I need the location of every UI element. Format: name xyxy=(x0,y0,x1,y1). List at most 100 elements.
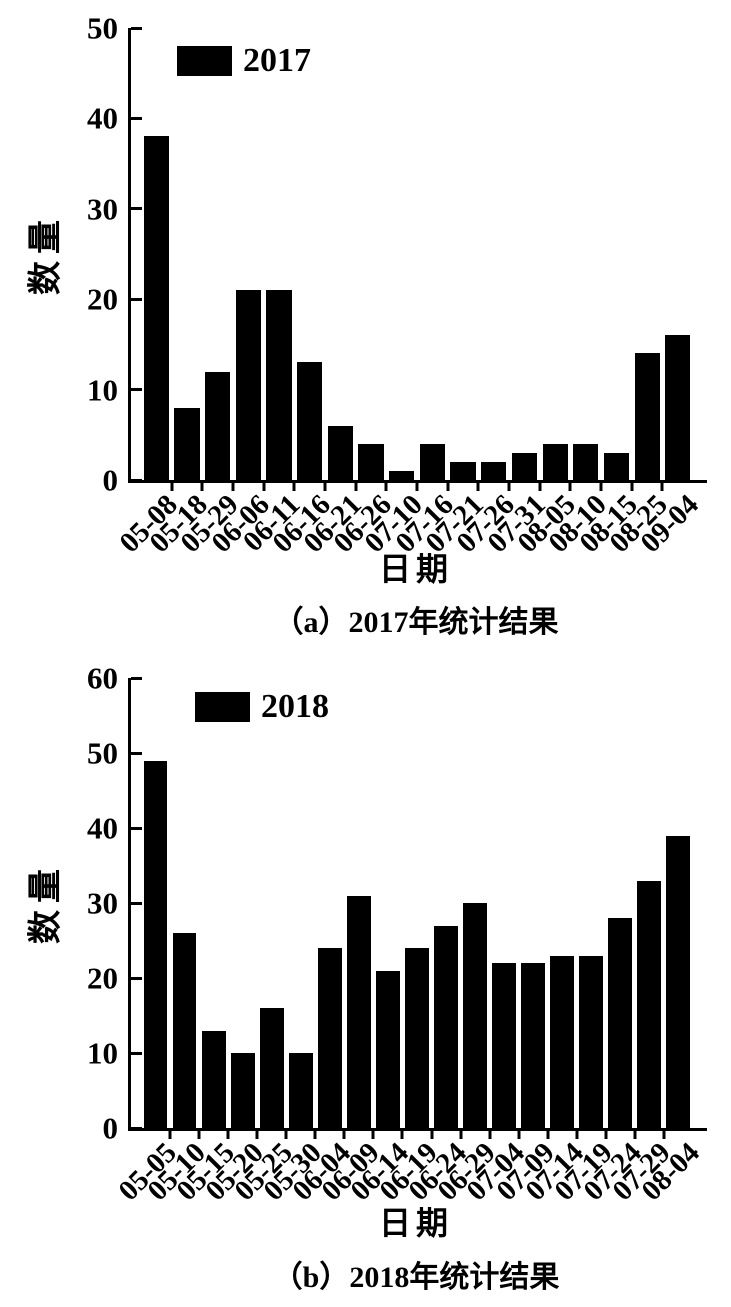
x-axis-tick xyxy=(476,480,480,491)
bar xyxy=(463,903,487,1128)
legend-label: 2018 xyxy=(261,688,329,725)
x-axis-tick xyxy=(231,480,235,491)
x-axis-tick xyxy=(284,1128,288,1139)
y-tick-label: 10 xyxy=(87,372,118,408)
x-axis-tick xyxy=(400,1128,404,1139)
x-axis-tick xyxy=(354,480,358,491)
panel-caption: （b）2018年统计结果 xyxy=(272,1261,560,1294)
y-tick-label: 40 xyxy=(87,100,118,136)
bar xyxy=(419,443,445,480)
bar xyxy=(634,353,660,480)
bar-slot xyxy=(141,678,170,1128)
y-axis-tick xyxy=(131,826,142,830)
bar-slot xyxy=(172,28,203,480)
bar xyxy=(608,918,633,1128)
y-axis-tick xyxy=(131,1051,142,1055)
bar-slot xyxy=(264,28,295,480)
bar xyxy=(603,452,629,480)
bar-slot xyxy=(570,28,601,480)
x-axis-tick xyxy=(630,480,634,491)
bar-slot xyxy=(601,28,632,480)
bar xyxy=(346,895,371,1128)
bar-slot xyxy=(606,678,635,1128)
bar xyxy=(405,948,429,1128)
bar-slot xyxy=(664,678,693,1128)
bar xyxy=(573,443,599,480)
bar xyxy=(511,452,537,480)
bar-slot xyxy=(325,28,356,480)
bar xyxy=(375,970,400,1128)
x-axis-tick xyxy=(197,1128,201,1139)
y-axis-tick xyxy=(131,976,142,980)
x-axis-tick xyxy=(262,480,266,491)
bar-slot xyxy=(431,678,460,1128)
legend-swatch xyxy=(195,692,250,722)
y-tick-label: 30 xyxy=(87,885,118,921)
bar-slot xyxy=(294,28,325,480)
bar-slot xyxy=(490,678,519,1128)
bar xyxy=(259,1008,284,1128)
bar-slot xyxy=(199,678,228,1128)
bar xyxy=(205,371,231,480)
y-tick-label: 50 xyxy=(87,735,118,771)
x-axis-tick xyxy=(604,1128,608,1139)
y-axis-title: 数量 xyxy=(27,213,65,295)
x-axis-tick xyxy=(170,480,174,491)
bar xyxy=(481,461,507,480)
x-axis-tick xyxy=(168,1128,172,1139)
y-axis-tick xyxy=(131,901,142,905)
y-tick-label: 20 xyxy=(87,281,118,317)
x-axis-tick xyxy=(459,1128,463,1139)
x-axis-tick xyxy=(633,1128,637,1139)
legend: 2017 xyxy=(177,44,311,78)
y-axis-tick xyxy=(131,388,142,392)
legend-swatch xyxy=(177,46,232,76)
bars-container xyxy=(131,28,707,480)
bar xyxy=(579,955,604,1128)
bar-slot xyxy=(577,678,606,1128)
bar xyxy=(174,407,200,480)
y-axis-tick xyxy=(131,26,142,30)
x-axis-tick xyxy=(430,1128,434,1139)
x-axis-tick xyxy=(313,1128,317,1139)
x-axis-title: 日期 xyxy=(378,551,453,587)
x-axis-tick xyxy=(415,480,419,491)
y-tick-label: 20 xyxy=(87,960,118,996)
bar xyxy=(266,290,292,480)
y-tick-label: 0 xyxy=(102,462,119,498)
x-axis-tick xyxy=(546,1128,550,1139)
y-axis-tick xyxy=(131,207,142,211)
bar xyxy=(143,760,168,1128)
bar xyxy=(492,963,516,1128)
bar-slot xyxy=(228,678,257,1128)
x-axis-tick xyxy=(200,480,204,491)
x-axis-tick xyxy=(446,480,450,491)
x-axis-tick xyxy=(226,1128,230,1139)
bar-slot xyxy=(202,28,233,480)
y-tick-label: 30 xyxy=(87,191,118,227)
y-axis-title: 数量 xyxy=(27,862,65,944)
plot-area: 2017 0 10 20 30 40 50 05-08 05-18 05-29 06-06 06-1… xyxy=(87,13,707,559)
bar xyxy=(172,933,197,1128)
bar xyxy=(201,1030,226,1128)
y-axis-tick xyxy=(131,116,142,120)
x-axis-tick xyxy=(660,480,664,491)
x-axis-tick xyxy=(517,1128,521,1139)
bar xyxy=(450,461,476,480)
x-axis-title: 日期 xyxy=(378,1205,453,1241)
bar-slot xyxy=(373,678,402,1128)
bar-slot xyxy=(170,678,199,1128)
x-axis-tick xyxy=(599,480,603,491)
x-axis-tick xyxy=(575,1128,579,1139)
x-axis-tick xyxy=(255,1128,259,1139)
bar xyxy=(358,443,384,480)
bar xyxy=(288,1053,313,1128)
x-axis-tick xyxy=(384,480,388,491)
x-axis-tick xyxy=(371,1128,375,1139)
figure-panel-2017: 数量 2017 0 10 20 30 40 50 05-08 05-18 05-29 06-06 0… xyxy=(0,0,731,650)
bars-container xyxy=(131,678,707,1128)
y-axis-tick xyxy=(131,297,142,301)
bar-slot xyxy=(548,678,577,1128)
bar xyxy=(235,290,261,480)
